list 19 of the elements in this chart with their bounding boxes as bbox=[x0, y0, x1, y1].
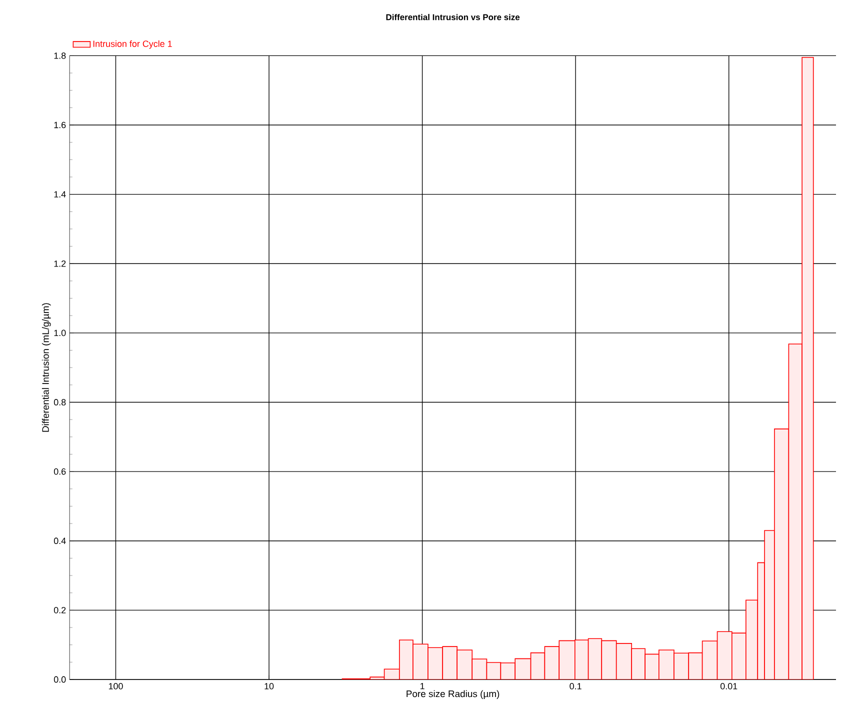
y-axis-title: Differential Intrusion (mL/g/µm) bbox=[42, 303, 51, 432]
y-tick-label: 1.6 bbox=[54, 122, 66, 128]
y-tick-label: 0.6 bbox=[54, 468, 66, 475]
y-tick-label: 0.0 bbox=[54, 676, 66, 683]
y-tick-label: 1.8 bbox=[54, 52, 66, 59]
y-tick-label: 1.2 bbox=[54, 260, 66, 267]
x-tick-label: 0.01 bbox=[720, 683, 738, 690]
x-tick-label: 0.1 bbox=[570, 683, 582, 690]
legend-label: Intrusion for Cycle 1 bbox=[93, 40, 172, 49]
y-tick-label: 0.2 bbox=[54, 606, 66, 614]
y-tick-label: 0.8 bbox=[54, 399, 66, 406]
x-tick-label: 1 bbox=[420, 683, 424, 690]
y-tick-label: 0.4 bbox=[54, 538, 66, 544]
y-tick-label: 1.4 bbox=[54, 191, 66, 198]
y-tick-label: 1.0 bbox=[54, 330, 66, 336]
chart-title: Differential Intrusion vs Pore size bbox=[386, 14, 520, 20]
x-axis-title: Pore size Radius (µm) bbox=[406, 690, 500, 700]
x-tick-label: 100 bbox=[108, 683, 123, 690]
x-tick-label: 10 bbox=[264, 683, 274, 690]
